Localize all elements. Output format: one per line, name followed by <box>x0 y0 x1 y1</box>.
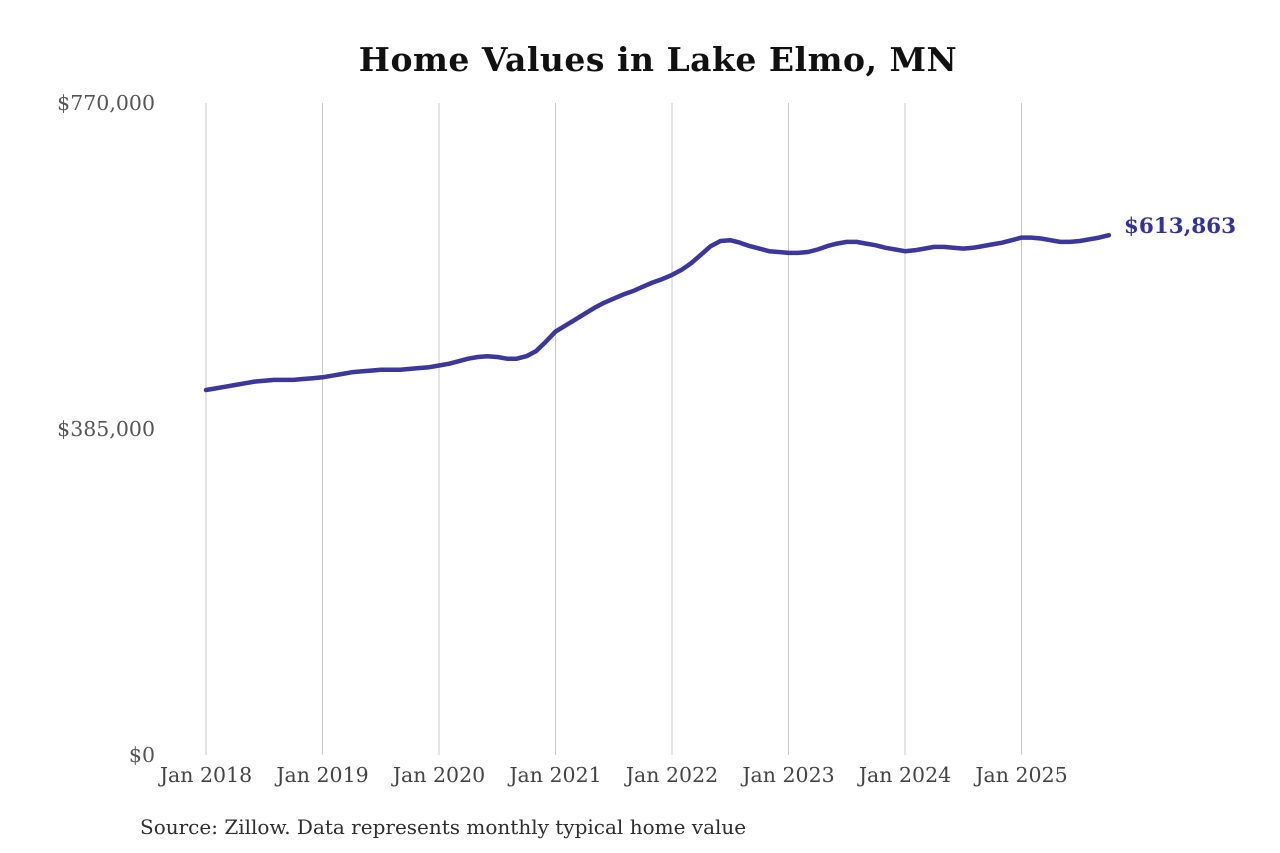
x-tick-label: Jan 2020 <box>391 763 485 787</box>
vertical-gridlines <box>205 103 1022 755</box>
latest-value-label: $613,863 <box>1124 214 1236 239</box>
y-tick-label: $385,000 <box>57 417 155 441</box>
y-axis-tick-labels: $0 $385,000 $770,000 <box>57 91 155 767</box>
x-tick-label: Jan 2022 <box>624 763 718 787</box>
x-tick-label: Jan 2024 <box>857 763 951 787</box>
x-tick-label: Jan 2018 <box>158 763 252 787</box>
x-tick-label: Jan 2023 <box>740 763 834 787</box>
chart-title: Home Values in Lake Elmo, MN <box>358 40 958 79</box>
y-tick-label: $0 <box>129 743 155 767</box>
y-tick-label: $770,000 <box>57 91 155 115</box>
home-value-series-line <box>203 232 1112 393</box>
x-tick-label: Jan 2021 <box>507 763 601 787</box>
x-tick-label: Jan 2025 <box>973 763 1067 787</box>
x-axis-tick-labels: Jan 2018 Jan 2019 Jan 2020 Jan 2021 Jan 2022… <box>158 763 1068 787</box>
x-tick-label: Jan 2019 <box>274 763 368 787</box>
source-note: Source: Zillow. Data represents monthly … <box>140 815 747 839</box>
